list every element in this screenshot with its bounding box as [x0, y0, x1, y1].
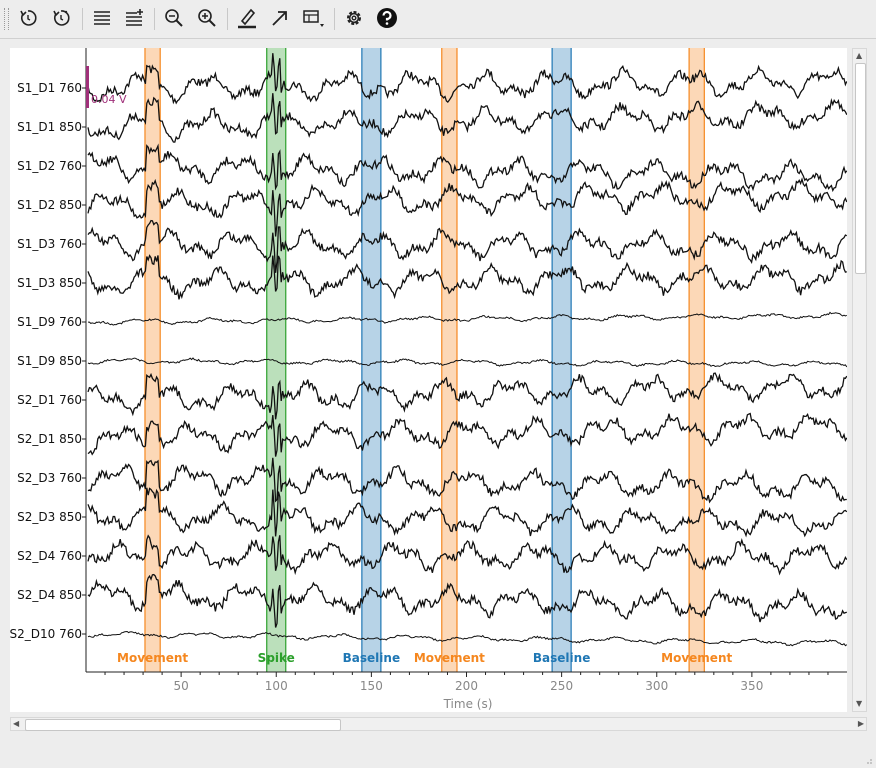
- annotation-label[interactable]: Movement: [117, 651, 188, 665]
- annotation-labels: Movement Spike Baseline Movement Baseline Mov…: [117, 651, 732, 665]
- annotation-label[interactable]: Movement: [414, 651, 485, 665]
- x-tick-label: 300: [645, 679, 668, 693]
- channel-label[interactable]: S2_D10 760: [10, 627, 82, 641]
- annotation-bands: [144, 48, 705, 672]
- vertical-scroll-thumb[interactable]: [855, 63, 866, 274]
- channel-labels: S1_D1 760 S1_D1 850 S1_D2 760 S1_D2 850 S1_D…: [10, 81, 82, 641]
- fast-forward-icon: [53, 10, 70, 26]
- channel-trace[interactable]: [87, 630, 848, 647]
- annotation-label[interactable]: Movement: [661, 651, 732, 665]
- annotation-band[interactable]: [689, 48, 705, 672]
- channel-label[interactable]: S1_D3 850: [17, 276, 82, 290]
- more-channels-button[interactable]: [120, 4, 148, 32]
- channel-label[interactable]: S2_D1 760: [17, 393, 82, 407]
- channel-trace[interactable]: [87, 573, 847, 628]
- channel-trace[interactable]: [87, 372, 848, 420]
- zoom-in-icon: [198, 9, 216, 27]
- zoom-out-button[interactable]: [160, 4, 188, 32]
- channel-trace[interactable]: [87, 93, 848, 143]
- more-channels-icon: [126, 9, 143, 26]
- plot-axes: 50 100 150 200 250 300 350: [82, 48, 847, 693]
- toolbar: [0, 0, 876, 39]
- channel-label[interactable]: S2_D4 760: [17, 549, 82, 563]
- x-tick-label: 100: [265, 679, 288, 693]
- scroll-left-icon[interactable]: ◀: [13, 719, 20, 728]
- arrow-icon: [272, 11, 287, 26]
- channel-trace[interactable]: [87, 534, 848, 576]
- channel-label[interactable]: S2_D1 850: [17, 432, 82, 446]
- channel-label[interactable]: S1_D2 850: [17, 198, 82, 212]
- channel-trace[interactable]: [87, 487, 848, 538]
- x-tick-label: 200: [455, 679, 478, 693]
- annotation-band[interactable]: [144, 48, 161, 672]
- projector-button[interactable]: [300, 4, 328, 32]
- zoom-in-button[interactable]: [193, 4, 221, 32]
- channel-label[interactable]: S1_D2 760: [17, 159, 82, 173]
- help-icon: [377, 8, 397, 28]
- channel-trace[interactable]: [87, 357, 848, 368]
- projector-icon: [303, 10, 324, 27]
- channel-label[interactable]: S2_D3 850: [17, 510, 82, 524]
- scroll-up-icon[interactable]: ▲: [856, 51, 863, 60]
- toolbar-separator: [154, 8, 155, 30]
- scroll-down-icon[interactable]: ▼: [856, 699, 863, 708]
- annotation-band[interactable]: [552, 48, 572, 672]
- toolbar-grip[interactable]: [4, 8, 9, 30]
- channel-trace[interactable]: [88, 311, 847, 326]
- x-tick-label: 350: [740, 679, 763, 693]
- fewer-channels-button[interactable]: [88, 4, 116, 32]
- annotation-label[interactable]: Spike: [258, 651, 295, 665]
- x-axis-label: Time (s): [443, 697, 493, 711]
- x-tick-label: 150: [360, 679, 383, 693]
- annotation-band[interactable]: [441, 48, 457, 672]
- x-tick-label: 50: [173, 679, 188, 693]
- toolbar-separator: [334, 8, 335, 30]
- channel-label[interactable]: S1_D3 760: [17, 237, 82, 251]
- channel-trace[interactable]: [87, 177, 848, 237]
- channel-trace[interactable]: [87, 457, 847, 504]
- channel-label[interactable]: S1_D9 760: [17, 315, 82, 329]
- zoom-out-icon: [165, 9, 183, 27]
- horizontal-scrollbar[interactable]: ◀ ▶: [10, 717, 867, 731]
- vertical-scrollbar[interactable]: ▲ ▼: [852, 48, 867, 712]
- fewer-channels-icon: [94, 11, 110, 25]
- channel-label[interactable]: S2_D3 760: [17, 471, 82, 485]
- channel-trace[interactable]: [87, 412, 848, 457]
- channel-label[interactable]: S2_D4 850: [17, 588, 82, 602]
- annotate-pen-icon: [238, 8, 256, 29]
- channel-trace[interactable]: [87, 143, 848, 193]
- signal-plot[interactable]: S1_D1 760 S1_D1 850 S1_D2 760 S1_D2 850 S1_D…: [10, 48, 848, 712]
- settings-button[interactable]: [340, 4, 368, 32]
- scroll-right-icon[interactable]: ▶: [857, 719, 864, 728]
- channel-label[interactable]: S1_D1 850: [17, 120, 82, 134]
- fast-forward-button[interactable]: [47, 4, 75, 32]
- annotation-label[interactable]: Baseline: [533, 651, 590, 665]
- scale-bar: 0.04 V: [86, 66, 127, 108]
- resize-grip-icon[interactable]: [863, 755, 873, 765]
- rewind-button[interactable]: [14, 4, 42, 32]
- channel-trace[interactable]: [87, 219, 848, 273]
- channel-trace[interactable]: [87, 53, 848, 105]
- x-tick-label: 250: [550, 679, 573, 693]
- channel-label[interactable]: S1_D9 850: [17, 354, 82, 368]
- annotation-band[interactable]: [361, 48, 381, 672]
- gear-icon: [347, 11, 361, 25]
- help-button[interactable]: [373, 4, 401, 32]
- channel-traces: [87, 53, 848, 647]
- plot-canvas[interactable]: S1_D1 760 S1_D1 850 S1_D2 760 S1_D2 850 S1_D…: [10, 48, 848, 712]
- rewind-icon: [20, 10, 37, 26]
- channel-label[interactable]: S1_D1 760: [17, 81, 82, 95]
- toolbar-separator: [227, 8, 228, 30]
- toolbar-separator: [82, 8, 83, 30]
- scale-bar-line: [86, 66, 89, 108]
- annotation-label[interactable]: Baseline: [343, 651, 400, 665]
- horizontal-scroll-thumb[interactable]: [25, 719, 341, 731]
- annotate-button[interactable]: [233, 4, 261, 32]
- arrow-button[interactable]: [266, 4, 294, 32]
- scale-bar-label: 0.04 V: [91, 93, 127, 106]
- channel-trace[interactable]: [87, 254, 847, 300]
